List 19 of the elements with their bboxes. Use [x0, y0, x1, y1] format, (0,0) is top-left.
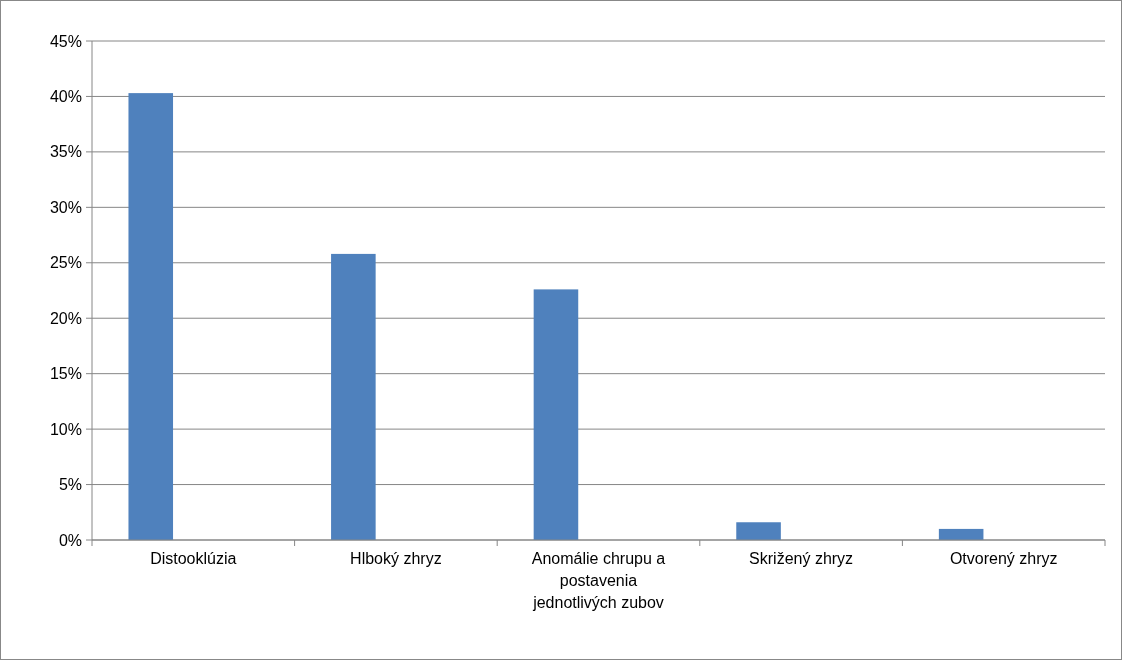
x-tick-label: Skrižený zhryz: [749, 550, 854, 567]
y-tick-label: 25%: [49, 254, 82, 272]
y-tick-label: 15%: [49, 365, 82, 383]
y-tick-label: 35%: [49, 143, 82, 161]
x-tick-label: Anomálie chrupu a postavenia jednotlivých zubov: [531, 550, 666, 611]
y-tick-label: 40%: [49, 88, 82, 106]
bar: [533, 289, 579, 540]
bar: [128, 93, 174, 540]
bar: [736, 522, 781, 540]
y-tick-label: 45%: [49, 32, 82, 50]
y-tick-label: 5%: [58, 476, 82, 494]
y-tick-label: 20%: [49, 309, 82, 327]
x-tick-label: Otvorený zhryz: [949, 550, 1058, 567]
bar: [331, 253, 376, 540]
y-tick-label: 10%: [49, 420, 82, 438]
y-tick-label: 30%: [49, 198, 82, 216]
x-tick-label: Hlboký zhryz: [350, 550, 442, 567]
y-tick-label: 0%: [58, 531, 82, 549]
x-tick-label: Distooklúzia: [150, 550, 237, 567]
